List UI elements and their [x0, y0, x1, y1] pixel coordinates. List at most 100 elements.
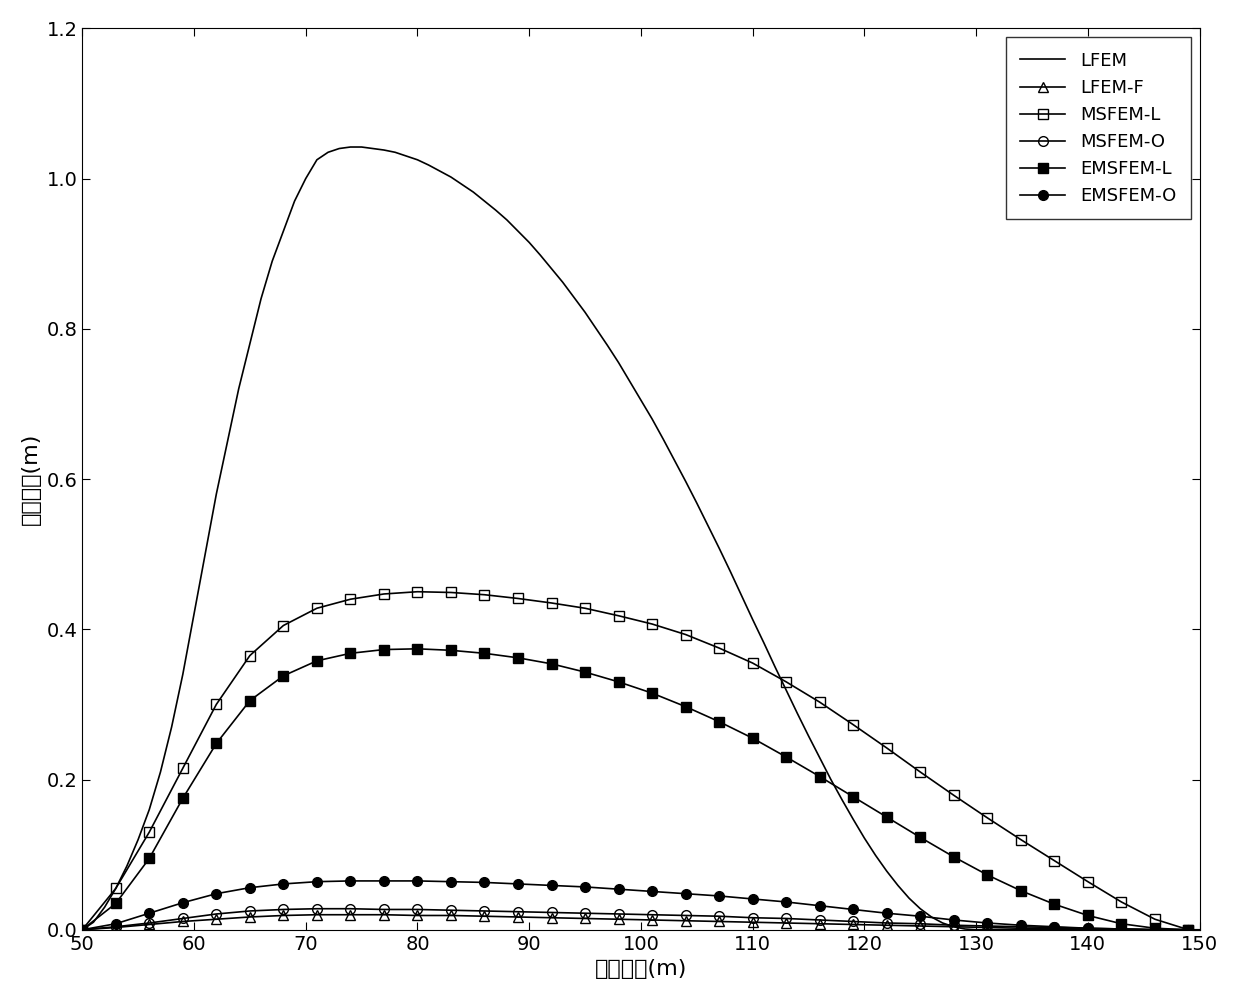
MSFEM-L	[644, 618, 659, 630]
EMSFEM-O	[209, 888, 224, 900]
EMSFEM-O	[1014, 919, 1028, 931]
MSFEM-O	[209, 908, 224, 920]
EMSFEM-O	[477, 876, 492, 888]
MSFEM-O	[980, 920, 995, 932]
MSFEM-O	[947, 919, 961, 931]
Legend: LFEM, LFEM-F, MSFEM-L, MSFEM-O, EMSFEM-L, EMSFEM-O: LFEM, LFEM-F, MSFEM-L, MSFEM-O, EMSFEM-L…	[1006, 37, 1191, 219]
MSFEM-O	[1047, 921, 1062, 933]
MSFEM-O	[276, 903, 291, 915]
EMSFEM-O	[577, 881, 592, 893]
EMSFEM-L	[108, 897, 123, 909]
EMSFEM-L	[276, 670, 291, 682]
EMSFEM-L	[1047, 898, 1062, 910]
EMSFEM-O	[813, 900, 828, 912]
EMSFEM-L	[947, 851, 961, 863]
EMSFEM-L	[310, 655, 325, 667]
EMSFEM-O	[310, 876, 325, 888]
LFEM-F	[477, 910, 492, 922]
Line: MSFEM-L: MSFEM-L	[77, 587, 1193, 935]
LFEM-F	[980, 921, 995, 933]
EMSFEM-L	[1181, 924, 1196, 936]
LFEM-F	[678, 915, 693, 927]
LFEM-F	[141, 918, 156, 930]
LFEM-F	[176, 915, 191, 927]
LFEM	[366, 143, 380, 155]
MSFEM-O	[444, 904, 458, 916]
MSFEM-O	[477, 905, 492, 917]
EMSFEM-L	[1080, 909, 1095, 921]
LFEM-F	[611, 913, 626, 925]
EMSFEM-O	[913, 910, 928, 922]
MSFEM-L	[980, 812, 995, 824]
MSFEM-L	[410, 586, 425, 598]
EMSFEM-O	[510, 878, 525, 890]
LFEM-F	[444, 909, 458, 921]
EMSFEM-L	[74, 924, 89, 936]
LFEM	[154, 766, 169, 778]
EMSFEM-L	[176, 792, 191, 804]
LFEM-F	[644, 914, 659, 926]
MSFEM-L	[176, 762, 191, 774]
LFEM	[74, 924, 89, 936]
MSFEM-L	[611, 610, 626, 622]
MSFEM-L	[1014, 834, 1028, 846]
LFEM-F	[1114, 923, 1129, 935]
MSFEM-L	[1080, 876, 1095, 888]
EMSFEM-O	[1047, 921, 1062, 933]
MSFEM-O	[644, 909, 659, 921]
EMSFEM-O	[377, 875, 392, 887]
EMSFEM-L	[1114, 918, 1129, 930]
LFEM-F	[813, 918, 828, 930]
EMSFEM-L	[544, 658, 559, 670]
EMSFEM-L	[444, 644, 458, 656]
LFEM-F	[276, 909, 291, 921]
LFEM-F	[410, 909, 425, 921]
MSFEM-O	[243, 905, 258, 917]
Line: MSFEM-O: MSFEM-O	[77, 904, 1193, 935]
LFEM-F	[1080, 923, 1095, 935]
MSFEM-O	[544, 906, 559, 918]
EMSFEM-L	[1014, 885, 1028, 897]
EMSFEM-O	[880, 907, 895, 919]
Line: LFEM-F: LFEM-F	[77, 910, 1193, 935]
LFEM-F	[74, 924, 89, 936]
LFEM-F	[913, 920, 928, 932]
MSFEM-L	[745, 657, 760, 669]
MSFEM-L	[243, 650, 258, 662]
LFEM-F	[544, 912, 559, 924]
EMSFEM-O	[947, 914, 961, 926]
LFEM-F	[1014, 922, 1028, 934]
MSFEM-L	[343, 593, 358, 605]
LFEM-F	[577, 912, 592, 924]
EMSFEM-L	[745, 732, 760, 744]
MSFEM-L	[813, 696, 828, 708]
MSFEM-L	[1147, 913, 1162, 925]
EMSFEM-O	[141, 907, 156, 919]
MSFEM-O	[1147, 924, 1162, 936]
EMSFEM-O	[343, 875, 358, 887]
LFEM	[924, 911, 939, 923]
MSFEM-L	[74, 924, 89, 936]
MSFEM-O	[410, 903, 425, 915]
MSFEM-L	[913, 766, 928, 778]
MSFEM-L	[1047, 855, 1062, 867]
LFEM-F	[745, 916, 760, 928]
LFEM-F	[947, 921, 961, 933]
LFEM	[869, 849, 883, 861]
MSFEM-L	[880, 742, 895, 754]
EMSFEM-O	[980, 917, 995, 929]
MSFEM-O	[377, 903, 392, 915]
MSFEM-L	[711, 642, 726, 654]
Line: EMSFEM-L: EMSFEM-L	[77, 644, 1193, 935]
LFEM	[343, 141, 358, 153]
EMSFEM-O	[108, 918, 123, 930]
EMSFEM-O	[711, 890, 726, 902]
Line: LFEM: LFEM	[82, 147, 1199, 930]
MSFEM-L	[444, 586, 458, 598]
EMSFEM-O	[444, 876, 458, 888]
MSFEM-L	[108, 882, 123, 894]
MSFEM-L	[678, 629, 693, 641]
EMSFEM-O	[410, 875, 425, 887]
MSFEM-O	[1080, 922, 1095, 934]
EMSFEM-L	[141, 852, 156, 864]
